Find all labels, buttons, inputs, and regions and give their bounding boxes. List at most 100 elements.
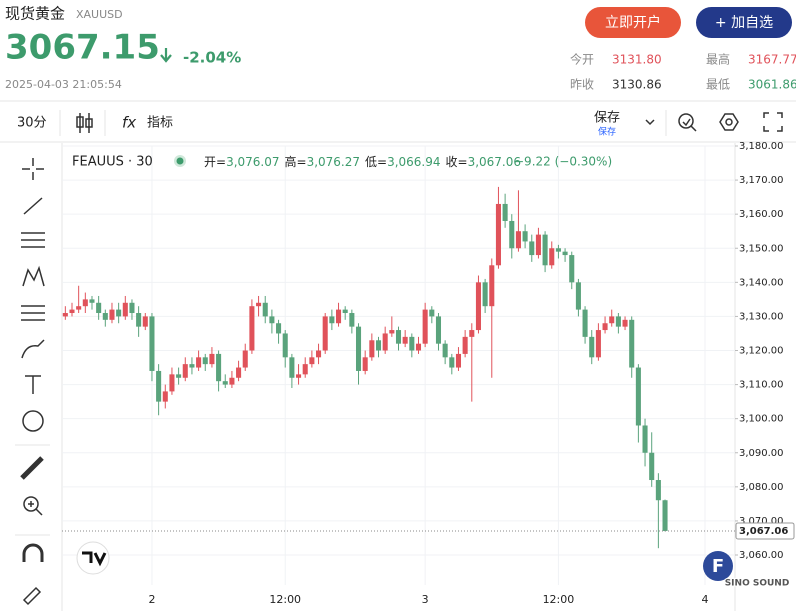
candle-body	[156, 370, 162, 402]
crosshair-tool[interactable]	[22, 158, 44, 180]
candle-body	[355, 326, 362, 371]
candle-body	[482, 282, 488, 307]
candle-body	[515, 231, 521, 249]
candle-body	[662, 500, 668, 531]
x-tick-label: 3	[422, 593, 429, 606]
projection-tool[interactable]	[21, 305, 45, 321]
candle-body	[222, 381, 228, 385]
candle-body	[569, 255, 575, 283]
text-tool[interactable]	[25, 375, 41, 394]
candle-body	[415, 343, 422, 351]
candle-body	[309, 357, 315, 365]
candle-body	[555, 248, 561, 252]
tradingview-logo	[76, 541, 110, 575]
y-tick-label: 3,110.00	[739, 380, 784, 391]
candle-body	[269, 316, 275, 324]
settings-icon[interactable]	[719, 113, 739, 131]
pattern-tool[interactable]	[22, 265, 45, 287]
y-tick-label: 3,140.00	[739, 277, 784, 288]
interval[interactable]: 30分	[17, 116, 47, 131]
magnet-tool[interactable]	[22, 543, 44, 562]
chevron[interactable]	[645, 119, 655, 126]
candle-body	[289, 357, 295, 378]
indicators[interactable]: 指标	[147, 116, 173, 131]
fullscreen-icon[interactable]	[763, 112, 783, 132]
candle-body	[435, 316, 442, 344]
legend-change: −9.22 (−0.30%)	[514, 155, 612, 169]
candle-body	[249, 306, 255, 351]
legend-label: 高=	[285, 154, 307, 169]
candle-body	[595, 330, 601, 358]
legend-title: FEAUUS · 30	[72, 155, 153, 170]
candle-body	[582, 309, 588, 337]
left-toolbar	[20, 158, 45, 606]
button-bg	[696, 7, 792, 38]
zoom-tool[interactable]	[23, 496, 39, 512]
candle-body	[82, 299, 88, 307]
emoji-tool[interactable]	[22, 410, 44, 432]
candle-body	[489, 265, 495, 307]
candle-body	[529, 241, 535, 256]
legend-label: 低=	[365, 155, 387, 169]
candle-body	[389, 330, 395, 334]
candle-body	[449, 357, 455, 368]
watchlist-button[interactable]: + 加自选	[696, 7, 792, 38]
candle-body	[182, 364, 188, 378]
candle-body	[382, 333, 388, 351]
candle-body	[296, 374, 302, 378]
candle-type-icon[interactable]	[76, 113, 93, 133]
candle-body	[109, 309, 115, 320]
candle-body	[462, 336, 468, 354]
ohlc-legend: 开=3,076.07 高=3,076.27 低=3,066.94 收=3,067.06	[204, 154, 521, 169]
change: -2.04%	[183, 49, 241, 67]
y-tick-label: 3,070.00	[739, 516, 784, 527]
ruler-tool[interactable]	[20, 456, 44, 480]
candle-body	[589, 336, 595, 358]
candle-body	[575, 282, 581, 310]
candle-body	[442, 343, 448, 358]
candle-body	[609, 316, 615, 324]
legend-label: 开=	[204, 155, 226, 169]
open-account-button[interactable]: 立即开户	[585, 7, 681, 38]
button-label: 立即开户	[605, 14, 661, 31]
y-tick-label: 3,150.00	[739, 243, 784, 254]
candle-body	[262, 302, 268, 317]
candle-body	[549, 248, 555, 266]
fib-tool[interactable]	[21, 232, 45, 248]
legend-value: 3,076.27	[307, 155, 360, 169]
y-tick-label: 3,160.00	[739, 209, 784, 220]
candle-body	[116, 309, 122, 317]
candle-body	[502, 203, 508, 221]
candle-body	[375, 340, 382, 351]
stat-label: 最高	[706, 52, 730, 67]
stat-label: 最低	[706, 78, 730, 92]
candle-body	[276, 323, 282, 334]
instrument-name: 现货黄金	[5, 5, 65, 23]
brush-tool[interactable]	[21, 339, 45, 359]
candle-body	[209, 353, 215, 365]
legend-label: 收=	[446, 155, 468, 169]
candle-body	[475, 282, 481, 331]
alert-icon[interactable]	[678, 113, 697, 132]
pencil-tool[interactable]	[22, 586, 42, 606]
legend-value: 3,076.07	[226, 155, 279, 169]
line-tool[interactable]	[23, 197, 43, 215]
candle-body	[495, 203, 501, 266]
stat-label: 今开	[570, 52, 594, 67]
y-tick-label: 3,120.00	[739, 346, 784, 357]
watermark-text: SINO SOUND	[725, 579, 790, 589]
save[interactable]: 保存	[594, 111, 620, 126]
candle-body	[469, 330, 475, 337]
candle-body	[229, 377, 235, 385]
candle-body	[509, 220, 515, 249]
candle-body	[655, 480, 661, 501]
candle-body	[142, 316, 148, 327]
y-tick-label: 3,090.00	[739, 448, 784, 459]
x-tick-label: 12:00	[269, 593, 301, 606]
candle-body	[176, 374, 182, 378]
button-label: + 加自选	[715, 15, 773, 31]
candle-body	[242, 350, 248, 368]
candle-body	[402, 336, 408, 344]
candle-body	[409, 336, 415, 351]
candle-body	[615, 316, 621, 327]
